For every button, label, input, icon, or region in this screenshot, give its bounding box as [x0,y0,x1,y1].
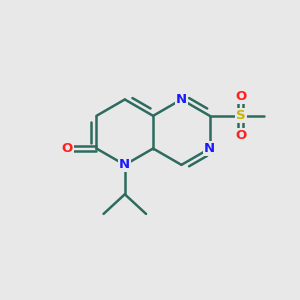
Text: N: N [119,158,130,171]
Text: N: N [204,142,215,155]
Text: S: S [236,109,246,122]
Text: O: O [235,90,246,103]
Text: O: O [61,142,73,155]
Text: O: O [235,129,246,142]
Text: N: N [176,93,187,106]
